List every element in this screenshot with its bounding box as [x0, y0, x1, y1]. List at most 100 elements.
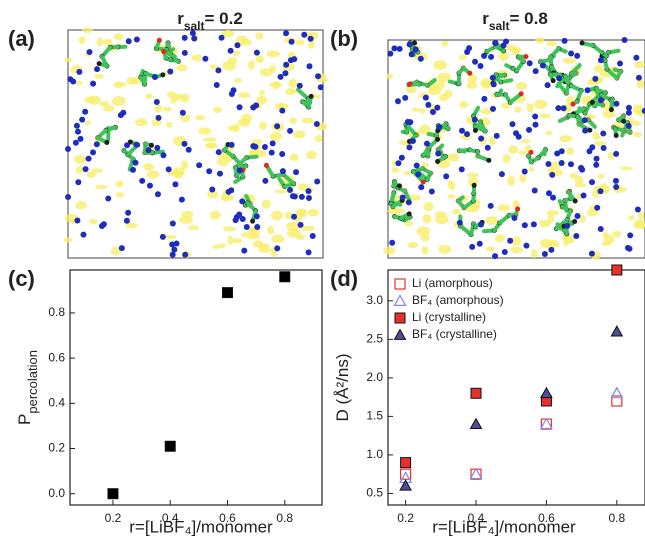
anion-blob: [181, 93, 190, 103]
polymer-atom: [621, 118, 627, 124]
y-tick-label: 1.5: [366, 409, 383, 423]
anion-blob: [422, 214, 432, 224]
anion-blob: [386, 73, 393, 80]
marker-square: [394, 278, 406, 290]
li-ion: [125, 209, 132, 216]
li-ion: [635, 74, 642, 81]
marker-triangle: [469, 467, 483, 480]
anion-blob: [259, 121, 268, 130]
li-ion: [132, 159, 139, 166]
li-ion: [526, 126, 533, 133]
li-ion: [613, 183, 620, 190]
anion-blob: [459, 101, 469, 109]
anion-blob: [508, 145, 519, 154]
li-ion: [268, 149, 275, 156]
anion-blob: [466, 172, 479, 178]
anion-blob: [75, 201, 88, 210]
li-ion: [612, 177, 619, 184]
li-ion: [118, 245, 125, 252]
li-ion: [511, 214, 518, 221]
marker-triangle: [540, 386, 553, 399]
anion-blob: [194, 114, 205, 121]
anion-blob: [238, 92, 251, 99]
li-ion: [167, 68, 174, 75]
li-ion: [215, 149, 222, 156]
anion-blob: [634, 60, 645, 69]
anion-blob: [574, 175, 584, 185]
anion-blob: [480, 78, 493, 89]
y-tick-label: 0.6: [48, 350, 65, 364]
li-ion: [169, 251, 176, 258]
anion-blob: [447, 194, 456, 199]
anion-blob: [597, 173, 605, 179]
anion-blob: [246, 234, 260, 240]
li-ion: [413, 162, 420, 169]
anion-blob: [565, 147, 575, 156]
li-ion: [133, 141, 140, 148]
polymer-atom: [486, 157, 492, 163]
anion-blob: [405, 85, 417, 94]
anion-blob: [213, 106, 222, 114]
li-ion: [489, 74, 496, 81]
li-ion: [182, 251, 189, 258]
anion-blob: [171, 167, 185, 177]
li-ion: [133, 36, 140, 43]
li-ion: [418, 184, 425, 191]
anion-blob: [510, 246, 524, 254]
li-ion: [429, 109, 436, 116]
marker-square: [107, 488, 119, 500]
panel-label: (c): [8, 266, 35, 291]
li-ion: [74, 128, 81, 135]
title-part: salt: [489, 19, 510, 33]
li-ion: [434, 104, 441, 111]
marker-square: [611, 395, 623, 407]
anion-blob: [207, 190, 219, 199]
li-ion: [154, 191, 161, 198]
anion-blob: [638, 221, 645, 229]
li-ion: [283, 30, 290, 37]
li-ion: [86, 49, 93, 56]
li-ion: [296, 82, 303, 89]
li-ion: [402, 94, 409, 101]
anion-blob: [84, 96, 96, 104]
polymer-atom: [250, 218, 256, 224]
y-label-sub: percolation: [25, 350, 40, 414]
li-ion: [213, 82, 220, 89]
li-ion: [228, 141, 235, 148]
li-ion: [75, 179, 82, 186]
anion-blob: [301, 225, 315, 232]
marker-triangle: [393, 328, 407, 340]
anion-blob: [259, 90, 266, 96]
li-ion: [82, 108, 89, 115]
li-ion: [617, 60, 624, 67]
li-ion: [73, 122, 80, 129]
li-ion: [239, 215, 246, 222]
anion-blob: [419, 108, 426, 114]
anion-blob: [248, 60, 256, 71]
title-part: r: [482, 9, 489, 28]
anion-blob: [180, 113, 191, 123]
anion-blob: [209, 64, 218, 70]
anion-blob: [559, 135, 573, 143]
li-ion: [625, 104, 632, 111]
polymer-atom: [420, 179, 426, 185]
marker-triangle: [469, 417, 483, 429]
li-ion: [228, 91, 235, 98]
li-ion: [288, 38, 295, 45]
li-ion: [539, 62, 546, 69]
anion-blob: [306, 150, 317, 160]
anion-blob: [233, 78, 243, 83]
li-ion: [477, 62, 484, 69]
li-ion: [523, 242, 530, 249]
anion-blob: [154, 104, 163, 113]
li-ion: [215, 67, 222, 74]
li-ion: [478, 221, 485, 228]
li-ion: [85, 155, 92, 162]
anion-blob: [102, 38, 113, 46]
li-ion: [597, 97, 604, 104]
polymer-atom: [263, 162, 269, 168]
anion-blob: [289, 153, 299, 162]
anion-blob: [143, 162, 154, 171]
marker-square: [470, 387, 482, 399]
